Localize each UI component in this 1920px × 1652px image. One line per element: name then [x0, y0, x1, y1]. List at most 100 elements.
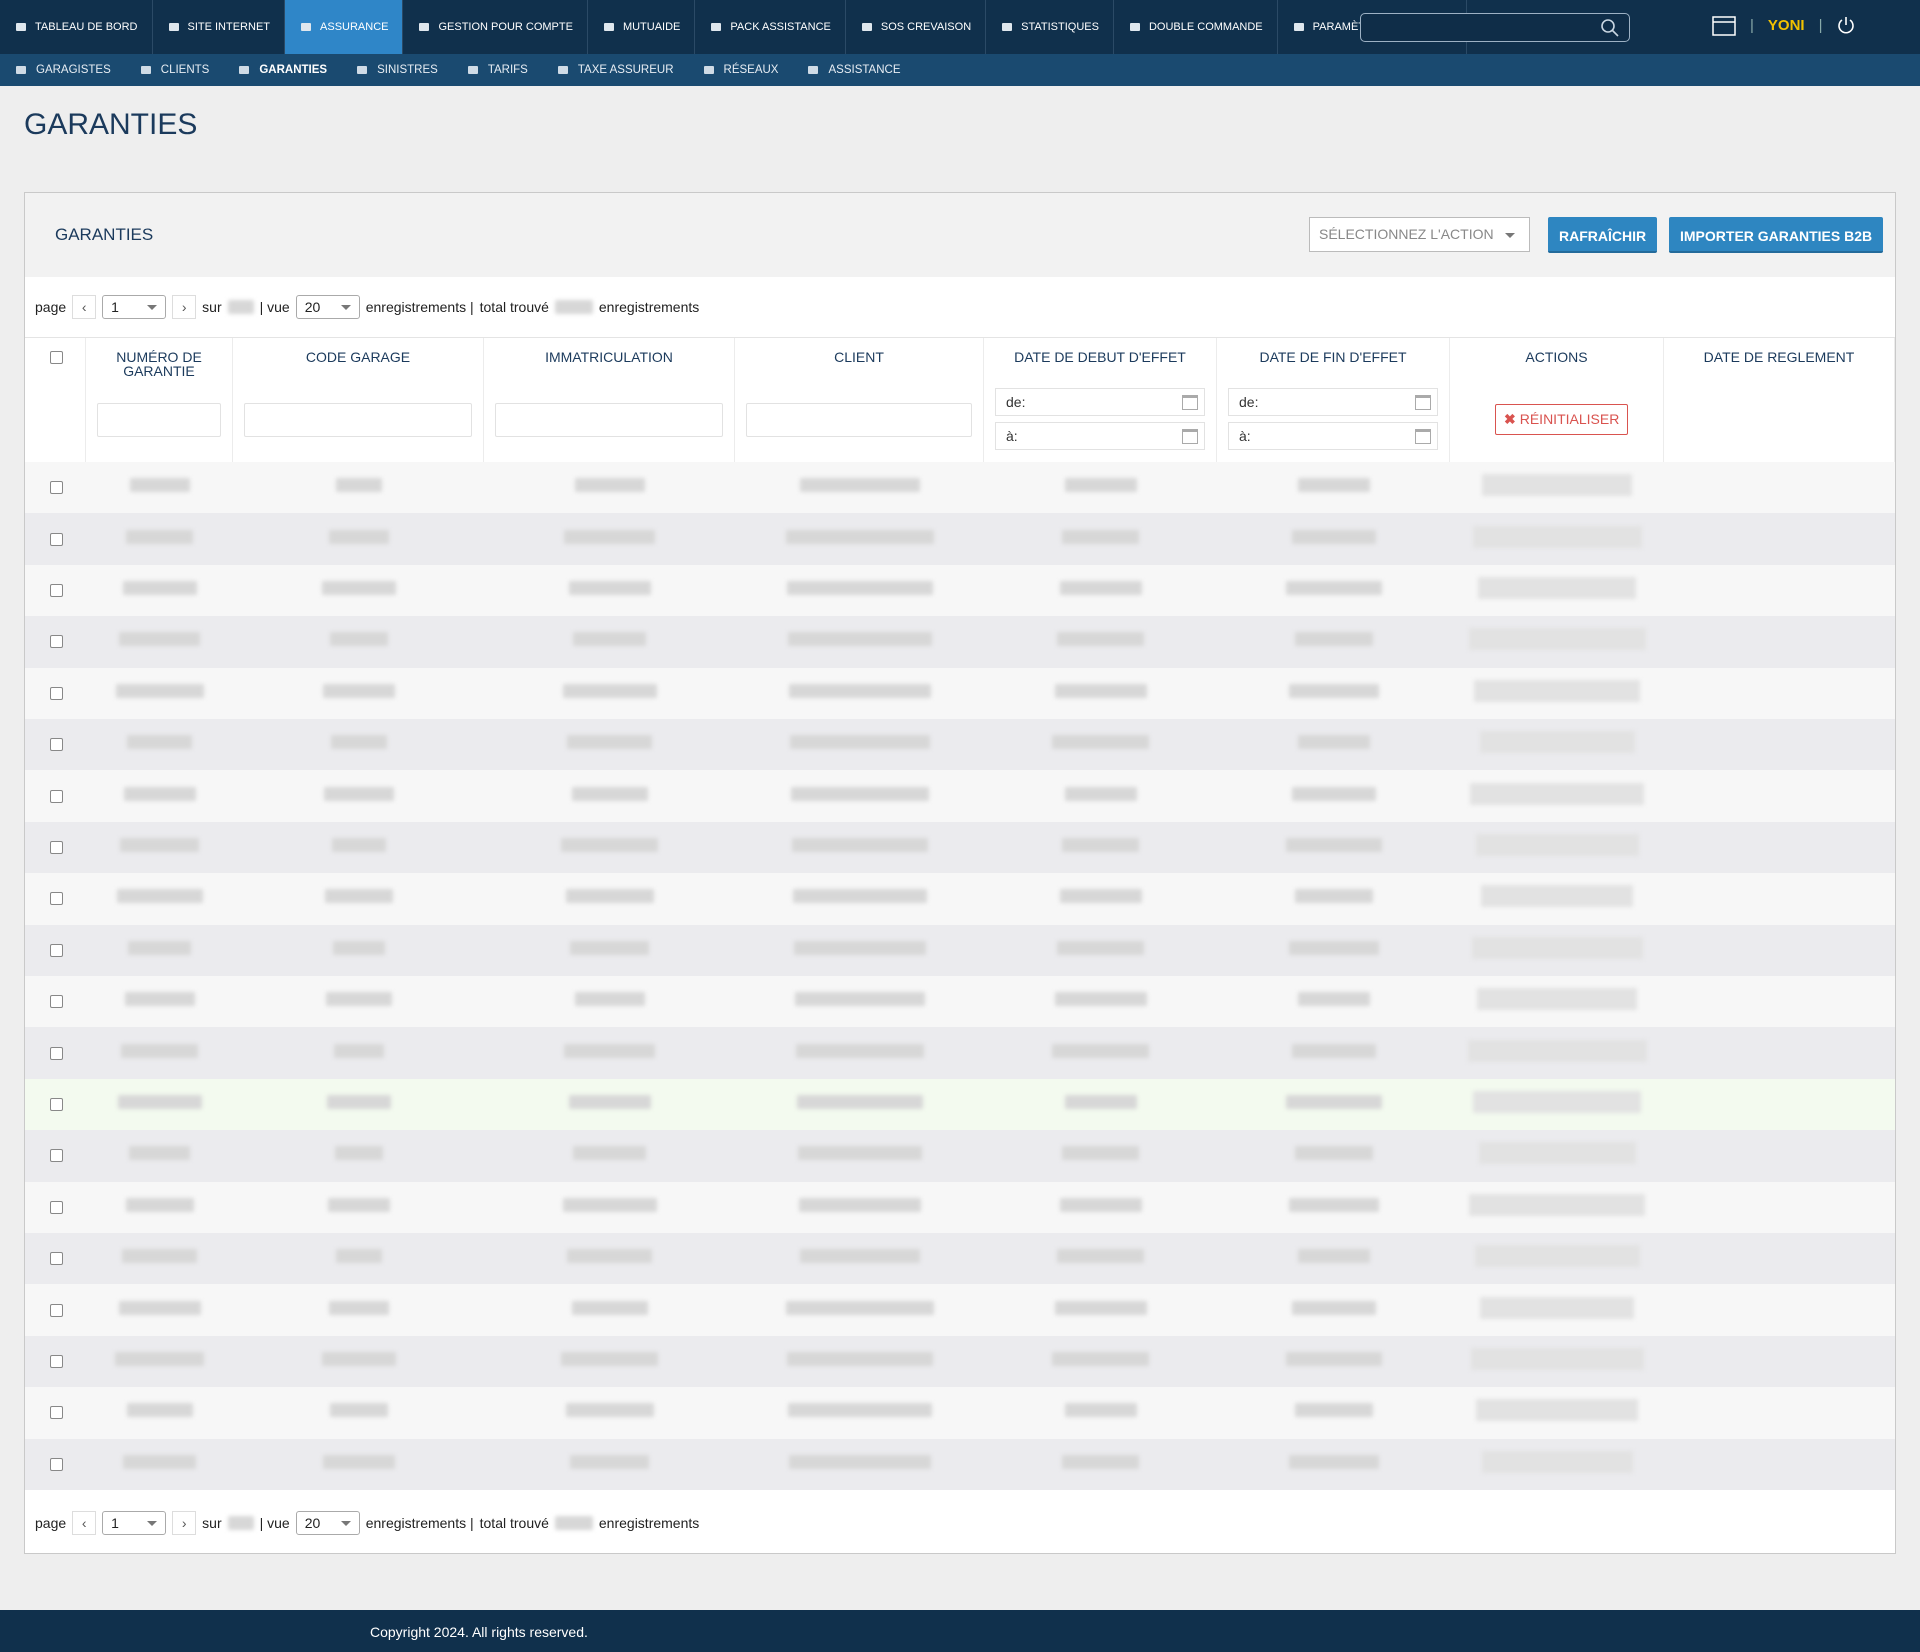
- per-page-select[interactable]: 20: [295, 295, 360, 319]
- subnav-item[interactable]: CLIENTS: [125, 54, 224, 86]
- row-checkbox[interactable]: [50, 583, 63, 597]
- header-cell: DATE DE FIN D'EFFET de: à:: [1217, 338, 1450, 462]
- of-label: sur: [202, 299, 222, 315]
- redacted-value: [1468, 628, 1646, 651]
- cell: [735, 1249, 984, 1268]
- cell: [484, 1146, 735, 1165]
- cell: [984, 683, 1217, 703]
- cell: [984, 786, 1217, 806]
- prev-button[interactable]: ‹: [72, 295, 97, 319]
- cell: [1217, 1146, 1450, 1165]
- subnav-item[interactable]: TARIFS: [452, 54, 542, 86]
- row-checkbox[interactable]: [50, 1097, 63, 1111]
- row-checkbox[interactable]: [50, 1200, 63, 1214]
- cell: [735, 1403, 984, 1422]
- row-checkbox[interactable]: [50, 1303, 63, 1317]
- row-checkbox[interactable]: [50, 686, 63, 700]
- row-checkbox[interactable]: [50, 1457, 63, 1471]
- row-checkbox[interactable]: [50, 1252, 63, 1266]
- cell: [233, 580, 484, 600]
- nav-label: SITE INTERNET: [187, 21, 271, 33]
- filter-input[interactable]: [746, 403, 972, 437]
- page-select[interactable]: 1: [102, 295, 167, 319]
- redacted-value: [568, 580, 651, 595]
- row-checkbox[interactable]: [50, 995, 63, 1009]
- subnav-item[interactable]: RÉSEAUX: [688, 54, 793, 86]
- redacted-value: [1291, 1043, 1376, 1058]
- row-checkbox[interactable]: [50, 532, 63, 546]
- action-select[interactable]: SÉLECTIONNEZ L'ACTION: [1309, 217, 1530, 252]
- logout-icon[interactable]: [1837, 16, 1855, 34]
- nav-label: DOUBLE COMMANDE: [1148, 21, 1263, 33]
- date-filter[interactable]: à:: [1228, 422, 1438, 450]
- filter-input[interactable]: [495, 403, 723, 437]
- reset-button[interactable]: ✖ RÉINITIALISER: [1495, 404, 1629, 435]
- table-row: [25, 873, 1895, 925]
- row-checkbox[interactable]: [50, 840, 63, 854]
- refresh-button[interactable]: RAFRAÎCHIR: [1548, 217, 1658, 253]
- row-checkbox[interactable]: [50, 789, 63, 803]
- cell: [1217, 1403, 1450, 1422]
- row-checkbox[interactable]: [50, 1406, 63, 1420]
- user-name[interactable]: YONI: [1767, 16, 1805, 34]
- redacted-value: [1059, 1197, 1142, 1212]
- of-label: sur: [202, 1515, 222, 1531]
- row-checkbox[interactable]: [50, 1046, 63, 1060]
- row-checkbox[interactable]: [50, 1149, 63, 1163]
- subnav-item[interactable]: TAXE ASSUREUR: [542, 54, 688, 86]
- subnav-item[interactable]: GARANTIES: [223, 54, 341, 86]
- next-button[interactable]: ›: [172, 295, 197, 319]
- nav-item[interactable]: ASSURANCE: [285, 0, 404, 54]
- row-checkbox[interactable]: [50, 481, 63, 495]
- prev-button[interactable]: ‹: [72, 1511, 97, 1535]
- panel-title: GARANTIES: [55, 225, 154, 244]
- nav-item[interactable]: DOUBLE COMMANDE: [1114, 0, 1278, 54]
- filter-input[interactable]: [244, 403, 472, 437]
- page-select[interactable]: 1: [102, 1511, 167, 1535]
- row-checkbox[interactable]: [50, 635, 63, 649]
- row-checkbox[interactable]: [50, 738, 63, 752]
- redacted-value: [568, 1094, 651, 1109]
- row-checkbox[interactable]: [50, 892, 63, 906]
- cell: [86, 1197, 233, 1217]
- subnav-item[interactable]: SINISTRES: [341, 54, 452, 86]
- column-title[interactable]: DATE DE DEBUT D'EFFET: [1014, 349, 1186, 365]
- nav-item[interactable]: SOS CREVAISON: [846, 0, 987, 54]
- date-filter[interactable]: de:: [995, 388, 1205, 416]
- column-title[interactable]: DATE DE REGLEMENT: [1703, 349, 1855, 365]
- select-all[interactable]: [50, 351, 63, 364]
- nav-item[interactable]: STATISTIQUES: [986, 0, 1114, 54]
- redacted-value: [1064, 1403, 1137, 1418]
- column-title[interactable]: CODE GARAGE: [305, 349, 411, 365]
- column-title[interactable]: NUMÉRO DE GARANTIE: [116, 349, 202, 379]
- column-title[interactable]: ACTIONS: [1525, 349, 1588, 365]
- separator: |: [1818, 16, 1823, 34]
- subnav-item[interactable]: GARAGISTES: [0, 54, 125, 86]
- nav-item[interactable]: SITE INTERNET: [153, 0, 286, 54]
- redacted-value: [786, 1351, 933, 1366]
- column-title[interactable]: IMMATRICULATION: [545, 349, 673, 365]
- subnav-item[interactable]: ASSISTANCE: [792, 54, 914, 86]
- date-filter[interactable]: à:: [995, 422, 1205, 450]
- nav-icon: [419, 23, 430, 31]
- column-title[interactable]: CLIENT: [834, 349, 884, 365]
- row-checkbox[interactable]: [50, 1354, 63, 1368]
- redacted-value: [1285, 1351, 1382, 1366]
- redacted-value: [1478, 1142, 1636, 1165]
- row-checkbox[interactable]: [50, 943, 63, 957]
- filter-input[interactable]: [97, 403, 221, 437]
- calendar-icon[interactable]: [1712, 14, 1736, 36]
- nav-item[interactable]: TABLEAU DE BORD: [0, 0, 153, 54]
- import-button[interactable]: IMPORTER GARANTIES B2B: [1669, 217, 1884, 253]
- next-button[interactable]: ›: [172, 1511, 197, 1535]
- nav-item[interactable]: MUTUAIDE: [588, 0, 696, 54]
- cell: [484, 889, 735, 908]
- column-title[interactable]: DATE DE FIN D'EFFET: [1259, 349, 1407, 365]
- date-filter[interactable]: de:: [1228, 388, 1438, 416]
- cell: [484, 632, 735, 651]
- nav-item[interactable]: PACK ASSISTANCE: [695, 0, 846, 54]
- nav-item[interactable]: GESTION POUR COMPTE: [403, 0, 588, 54]
- per-page-select[interactable]: 20: [295, 1511, 360, 1535]
- search-box[interactable]: [1360, 13, 1630, 42]
